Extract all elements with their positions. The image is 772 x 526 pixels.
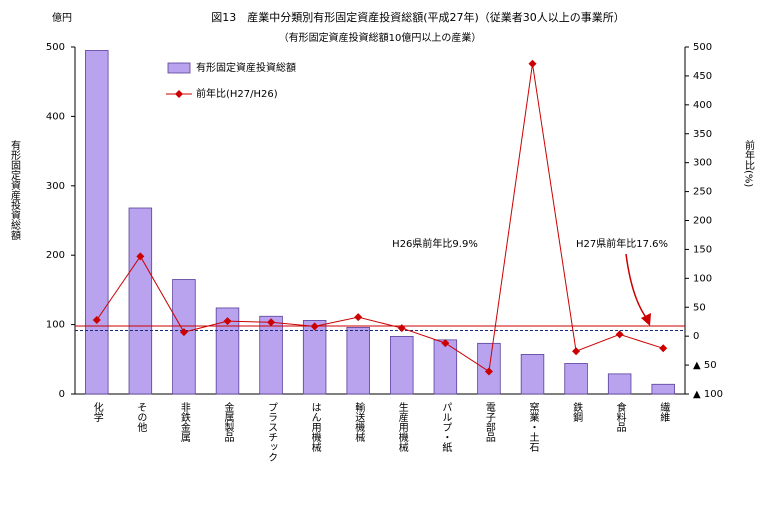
line-marker <box>136 252 145 261</box>
y-axis-label: 有形固定資産投資総額 <box>9 139 21 241</box>
line-marker <box>572 347 581 356</box>
y2-tick-label: 500 <box>693 42 712 53</box>
line-marker <box>179 328 188 337</box>
annotation-arrowhead <box>641 313 651 326</box>
x-tick-label: 繊維 <box>658 401 670 422</box>
x-tick-label: その他 <box>135 402 147 433</box>
line-marker <box>615 330 624 339</box>
y2-tick-label: 100 <box>693 273 712 284</box>
y2-tick-label: 50 <box>693 302 706 313</box>
x-tick-label: 鉄鋼 <box>571 401 583 423</box>
x-tick-label: 食料品 <box>614 401 626 433</box>
legend-label: 有形固定資産投資総額 <box>196 61 296 74</box>
x-tick-label: 電子部品 <box>483 402 495 443</box>
y2-tick-label: 250 <box>693 187 712 198</box>
annotation: H26県前年比9.9% <box>392 237 478 250</box>
legend-swatch <box>167 62 191 74</box>
line-marker <box>354 313 363 322</box>
x-tick-label: 輸送機械 <box>353 401 365 443</box>
x-tick-label: プラスチック <box>266 402 277 462</box>
y2-tick-label: 400 <box>693 100 712 111</box>
line-marker <box>484 367 493 376</box>
line-marker <box>92 315 101 324</box>
annotation: H27県前年比17.6% <box>576 237 668 250</box>
line-marker <box>267 318 276 327</box>
legend-label: 前年比(H27/H26) <box>196 87 278 100</box>
y2-tick-label: 300 <box>693 158 712 169</box>
bar <box>128 207 153 395</box>
line-marker <box>528 59 537 68</box>
line-marker <box>441 339 450 348</box>
bar <box>215 307 240 395</box>
y2-tick-label: 350 <box>693 129 712 140</box>
x-tick-label: 金属製品 <box>222 401 234 443</box>
x-tick-label: 窯業・土石 <box>527 401 539 452</box>
y2-axis-label: 前年比(%) <box>743 139 755 188</box>
bar <box>346 326 370 395</box>
bar <box>302 320 327 395</box>
bar <box>564 363 588 395</box>
x-tick-label: パルプ・紙 <box>440 402 452 453</box>
chart-subtitle: （有形固定資産投資総額10億円以上の産業） <box>279 31 482 44</box>
bar <box>607 373 632 395</box>
chart-title: 図13 産業中分類別有形固定資産投資総額(平成27年)（従業者30人以上の事業所… <box>211 10 625 24</box>
x-tick-label: 化学 <box>91 401 103 422</box>
y-unit: 億円 <box>52 11 72 24</box>
y2-tick-label: ▲ 50 <box>693 360 717 371</box>
line-marker <box>397 324 406 333</box>
annotation-arrow <box>625 253 649 321</box>
bar <box>520 354 545 395</box>
y-tick-label: 100 <box>46 320 65 331</box>
y-tick-label: 400 <box>46 111 65 122</box>
line-marker <box>223 317 232 326</box>
x-tick-label: 非鉄金属 <box>178 402 190 443</box>
bar <box>259 315 283 395</box>
y2-tick-label: ▲ 100 <box>693 389 723 400</box>
line <box>96 63 664 373</box>
bar <box>172 279 196 395</box>
y2-tick-label: 450 <box>693 71 712 82</box>
x-tick-label: 生産用機械 <box>396 401 408 453</box>
y-tick-label: 300 <box>46 181 65 192</box>
line-marker <box>659 344 668 353</box>
bar <box>85 50 109 395</box>
x-tick-label: はん用機械 <box>309 402 321 453</box>
bar <box>390 335 414 395</box>
y-tick-label: 200 <box>46 250 65 261</box>
y-tick-label: 0 <box>59 389 65 400</box>
legend-swatch <box>175 90 183 98</box>
bar <box>651 383 675 395</box>
y2-tick-label: 150 <box>693 244 712 255</box>
y2-tick-label: 0 <box>693 331 699 342</box>
y-tick-label: 500 <box>46 42 65 53</box>
y2-tick-label: 200 <box>693 216 712 227</box>
line-marker <box>310 322 319 331</box>
